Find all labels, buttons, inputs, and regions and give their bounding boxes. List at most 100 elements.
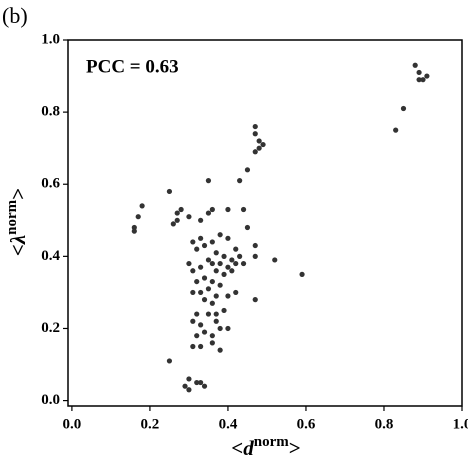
point	[174, 210, 180, 216]
point	[240, 206, 247, 213]
point	[260, 141, 266, 148]
x-tick-label: 0.0	[63, 416, 82, 432]
point	[186, 376, 192, 382]
point	[233, 246, 239, 252]
point	[240, 260, 247, 267]
point	[170, 221, 176, 227]
x-tick-label: 0.4	[219, 416, 238, 432]
point	[225, 264, 231, 270]
x-label-part: >	[289, 436, 301, 460]
point	[209, 333, 215, 339]
point	[205, 178, 212, 184]
point	[190, 289, 196, 296]
point	[209, 300, 215, 306]
point	[190, 239, 196, 245]
point	[139, 203, 145, 209]
point	[209, 206, 215, 213]
point	[237, 178, 243, 184]
y-tick-label: 0.6	[41, 176, 60, 192]
point	[213, 268, 219, 274]
point	[256, 138, 262, 144]
point	[194, 278, 200, 285]
point	[209, 239, 215, 245]
point	[393, 127, 399, 133]
y-tick-label: 0.4	[41, 248, 60, 264]
point	[416, 69, 422, 76]
point	[205, 210, 212, 216]
point	[213, 311, 219, 317]
x-label-part: d	[243, 436, 254, 460]
point	[217, 282, 223, 288]
point	[229, 268, 235, 274]
point	[233, 289, 239, 296]
y-tick-label: 0.0	[41, 392, 60, 408]
point	[252, 131, 258, 137]
x-axis-label: <dnorm>	[231, 434, 300, 459]
point	[166, 358, 173, 364]
point	[205, 257, 212, 263]
point	[198, 322, 204, 328]
point	[252, 297, 258, 303]
point	[190, 318, 196, 324]
point	[416, 77, 422, 83]
point	[209, 260, 215, 267]
annotation: PCC = 0.63	[86, 56, 179, 77]
point	[221, 271, 227, 277]
point	[186, 387, 192, 393]
point	[252, 149, 258, 155]
point	[299, 271, 305, 277]
point	[209, 278, 215, 285]
point	[194, 333, 200, 339]
x-tick-label: 0.8	[375, 416, 394, 432]
panel-label: (b)	[2, 3, 28, 28]
point	[190, 268, 196, 274]
point	[201, 383, 208, 389]
point	[174, 217, 180, 223]
point	[201, 242, 208, 249]
point	[217, 260, 223, 267]
y-label-part: <	[6, 244, 30, 256]
x-label-part: <	[231, 436, 243, 460]
point	[131, 228, 137, 234]
y-label-part: >	[6, 188, 30, 200]
point	[182, 383, 188, 389]
point	[131, 224, 137, 231]
point	[205, 311, 212, 317]
x-label-part: norm	[254, 434, 290, 450]
point	[178, 206, 184, 213]
point	[412, 62, 418, 68]
x-tick-label: 1.0	[453, 416, 468, 432]
y-label-part: norm	[4, 199, 20, 235]
point	[244, 167, 251, 173]
y-tick-label: 0.2	[41, 320, 60, 336]
point	[237, 253, 243, 259]
point	[400, 105, 407, 112]
point	[198, 379, 204, 386]
point	[213, 250, 219, 256]
point	[201, 297, 208, 303]
y-label-part: λ	[6, 235, 30, 245]
point	[424, 73, 430, 79]
point	[229, 257, 235, 263]
point	[217, 325, 223, 332]
point	[198, 264, 204, 270]
point	[217, 347, 223, 353]
point	[198, 235, 204, 241]
y-tick-label: 1.0	[41, 31, 60, 47]
point	[221, 307, 227, 314]
point	[272, 257, 278, 263]
point	[201, 275, 208, 281]
point	[244, 224, 251, 231]
point	[198, 343, 204, 350]
point	[252, 253, 258, 259]
point	[194, 246, 200, 252]
point	[194, 379, 200, 386]
point	[252, 123, 258, 130]
point	[225, 235, 231, 241]
point	[225, 325, 231, 332]
point	[186, 260, 192, 267]
point	[209, 340, 215, 346]
point	[198, 217, 204, 223]
